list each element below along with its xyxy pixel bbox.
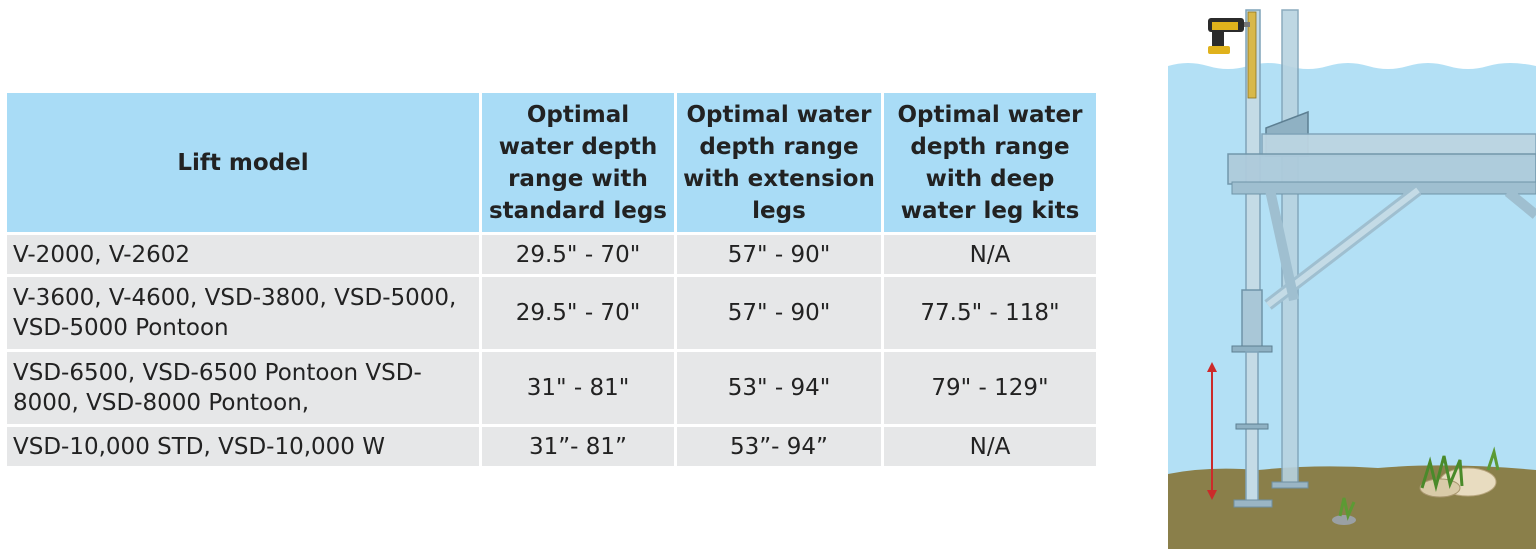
table-row: VSD-6500, VSD-6500 Pontoon VSD-8000, VSD…	[7, 352, 1096, 424]
deep-depth-cell: N/A	[884, 427, 1096, 466]
front-leg-foot	[1233, 499, 1273, 508]
table-row: V-3600, V-4600, VSD-3800, VSD-5000, VSD-…	[7, 277, 1096, 349]
standard-depth-cell: 31”- 81”	[482, 427, 674, 466]
table-row: V-2000, V-2602 29.5" - 70" 57" - 90" N/A	[7, 235, 1096, 274]
standard-depth-cell: 29.5" - 70"	[482, 277, 674, 349]
extension-depth-cell: 53" - 94"	[677, 352, 881, 424]
lift-model-cell: VSD-6500, VSD-6500 Pontoon VSD-8000, VSD…	[7, 352, 479, 424]
standard-depth-cell: 31" - 81"	[482, 352, 674, 424]
header-deep-water-leg-kits: Optimal water depth range with deep wate…	[884, 93, 1096, 232]
leg-plate	[1231, 345, 1273, 353]
vertical-brace	[1265, 188, 1299, 302]
deep-depth-cell: 79" - 129"	[884, 352, 1096, 424]
lift-model-cell: V-2000, V-2602	[7, 235, 479, 274]
extension-depth-cell: 53”- 94”	[677, 427, 881, 466]
measuring-tape	[1247, 11, 1257, 99]
header-lift-model: Lift model	[7, 93, 479, 232]
standard-depth-cell: 29.5" - 70"	[482, 235, 674, 274]
extension-depth-cell: 57" - 90"	[677, 277, 881, 349]
water-depth-table: Lift model Optimal water depth range wit…	[4, 90, 1099, 469]
right-brace	[1504, 188, 1536, 219]
upper-beam	[1261, 133, 1536, 157]
leg-collar	[1235, 423, 1269, 430]
extension-depth-cell: 57" - 90"	[677, 235, 881, 274]
rear-post-foot	[1271, 481, 1309, 489]
front-leg-housing	[1241, 289, 1263, 349]
lower-beam	[1231, 181, 1536, 195]
table-row: VSD-10,000 STD, VSD-10,000 W 31”- 81” 53…	[7, 427, 1096, 466]
header-extension-legs: Optimal water depth range with extension…	[677, 93, 881, 232]
drill-icon	[1208, 18, 1250, 54]
lift-model-cell: VSD-10,000 STD, VSD-10,000 W	[7, 427, 479, 466]
deep-depth-cell: 77.5" - 118"	[884, 277, 1096, 349]
deep-depth-cell: N/A	[884, 235, 1096, 274]
header-standard-legs: Optimal water depth range with standard …	[482, 93, 674, 232]
cross-beam	[1227, 153, 1536, 185]
boat-lift-leg-illustration	[1168, 9, 1536, 549]
lift-model-cell: V-3600, V-4600, VSD-3800, VSD-5000, VSD-…	[7, 277, 479, 349]
rocks-and-plants	[1332, 446, 1500, 525]
table-header-row: Lift model Optimal water depth range wit…	[7, 93, 1096, 232]
depth-measure-arrow	[1207, 362, 1217, 500]
